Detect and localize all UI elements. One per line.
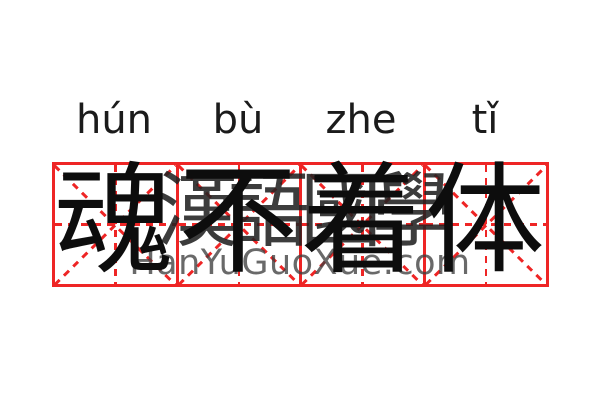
idiom-character-3: 着 [301, 152, 421, 291]
grid-cell-3 [300, 163, 426, 286]
watermark-brand-characters: 漢語國學 [155, 164, 454, 259]
pinyin-syllable-3: zhe [325, 97, 397, 143]
grid-cell-1 [53, 163, 179, 286]
pinyin-syllable-4: tǐ [471, 97, 499, 143]
idiom-character-4: 体 [425, 152, 545, 291]
grid-cell-2 [177, 163, 302, 286]
pinyin-syllable-1: hún [75, 97, 153, 143]
watermark-site-url: HanYuGuoXue.com [129, 243, 471, 283]
grid-cell-4 [424, 163, 548, 286]
pinyin-syllable-2: bù [212, 97, 264, 143]
character-grid [52, 162, 549, 287]
idiom-character-2: 不 [178, 152, 298, 291]
idiom-character-1: 魂 [54, 152, 174, 291]
